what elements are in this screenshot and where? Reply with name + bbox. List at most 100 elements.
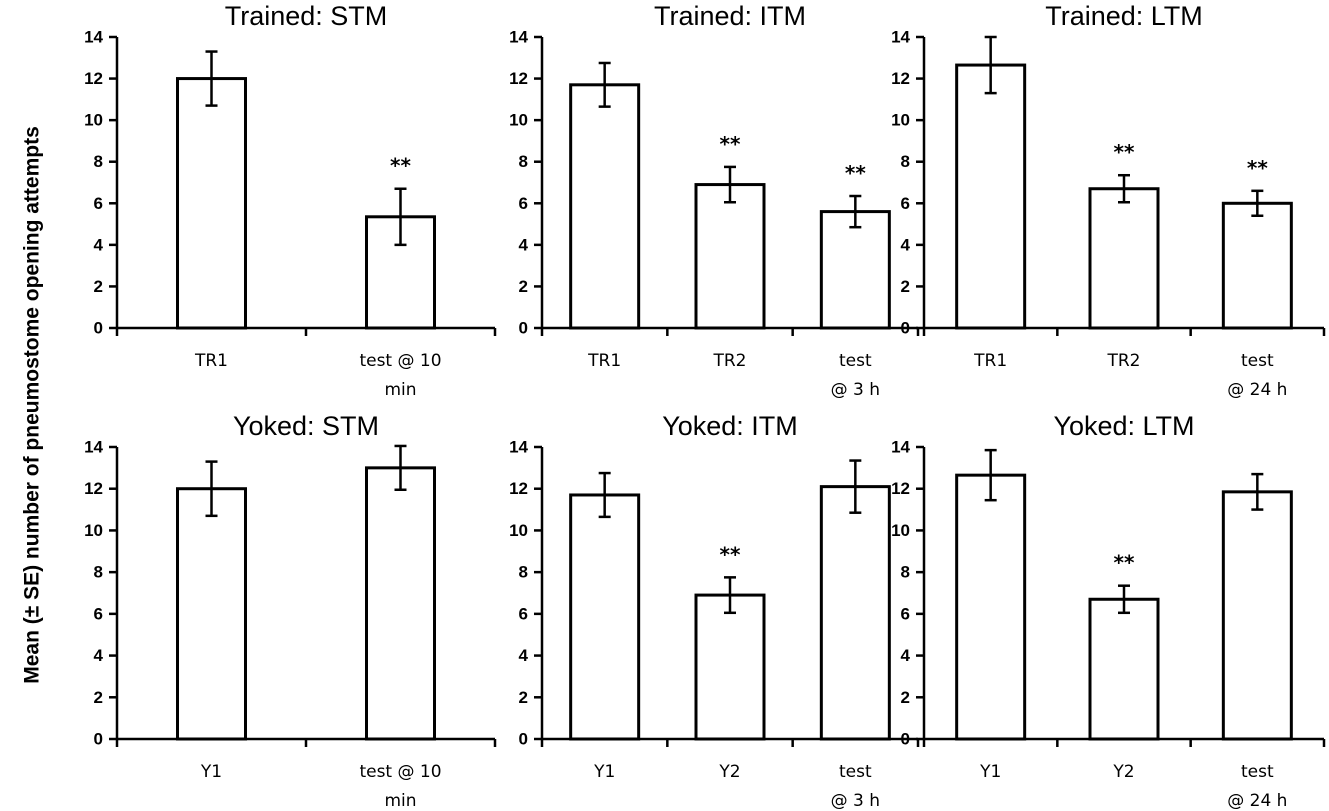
significance-marker: **: [845, 161, 866, 185]
x-category-label: @ 24 h: [1227, 791, 1287, 811]
y-tick-label: 4: [94, 235, 104, 254]
x-category-label: test @ 10: [359, 762, 441, 782]
bar: [819, 210, 891, 330]
x-category-label: Y1: [593, 762, 615, 782]
x-category-label: @ 3 h: [831, 791, 880, 811]
y-tick-label: 8: [519, 152, 528, 171]
y-tick-label: 2: [901, 277, 910, 296]
bar: [365, 466, 436, 741]
x-category-label: Y2: [1112, 762, 1134, 782]
y-tick-label: 8: [901, 152, 910, 171]
bar: [176, 487, 247, 741]
x-category-label: TR2: [1106, 351, 1140, 371]
chart-panel: Yoked: LTM 0 2 4 6 8 10 12 14 Y1 ** Y2 test @ 24 h: [891, 411, 1326, 811]
significance-marker: **: [1114, 551, 1135, 575]
bar: [1088, 187, 1160, 330]
bar: [819, 485, 891, 741]
y-tick-label: 2: [519, 688, 528, 707]
y-tick-label: 10: [891, 111, 910, 130]
y-tick-label: 12: [509, 69, 528, 88]
chart-panel: Trained: LTM 0 2 4 6 8 10 12 14 TR1 ** TR2 ** test @ 2…: [891, 1, 1326, 400]
y-tick-label: 2: [519, 277, 528, 296]
y-tick-label: 14: [509, 438, 528, 457]
x-category-label: min: [384, 791, 416, 811]
x-category-label: test: [1241, 762, 1274, 782]
y-tick-label: 6: [94, 194, 103, 213]
bar: [955, 63, 1027, 330]
y-tick-label: 14: [891, 28, 910, 47]
y-tick-label: 12: [891, 479, 910, 498]
bar: [694, 183, 766, 330]
chart-title: Yoked: LTM: [1053, 411, 1194, 441]
y-tick-label: 0: [901, 319, 910, 338]
x-category-label: test @ 10: [359, 351, 441, 371]
y-tick-label: 6: [901, 604, 910, 623]
y-tick-label: 8: [519, 563, 528, 582]
y-tick-label: 0: [519, 730, 528, 749]
y-tick-label: 6: [901, 194, 910, 213]
x-category-label: TR1: [587, 351, 621, 371]
y-tick-label: 10: [509, 521, 528, 540]
y-tick-label: 6: [519, 194, 528, 213]
chart-title: Trained: STM: [225, 1, 388, 31]
x-category-label: TR1: [194, 351, 228, 371]
y-tick-label: 0: [519, 319, 528, 338]
y-tick-label: 12: [84, 69, 103, 88]
y-tick-label: 14: [84, 438, 103, 457]
y-tick-label: 8: [94, 152, 103, 171]
x-category-label: Y2: [718, 762, 740, 782]
x-category-label: test: [839, 762, 872, 782]
y-tick-label: 0: [94, 730, 103, 749]
chart-title: Trained: LTM: [1045, 1, 1203, 31]
bar: [1221, 201, 1293, 330]
significance-marker: **: [720, 542, 741, 566]
x-category-label: @ 24 h: [1227, 380, 1287, 400]
y-tick-label: 4: [901, 235, 911, 254]
y-tick-label: 2: [901, 688, 910, 707]
x-category-label: Y1: [200, 762, 222, 782]
y-tick-label: 2: [94, 277, 103, 296]
y-tick-label: 14: [891, 438, 910, 457]
bar: [569, 83, 641, 330]
chart-title: Yoked: ITM: [662, 411, 798, 441]
y-tick-label: 0: [901, 730, 910, 749]
bar: [955, 473, 1027, 741]
y-tick-label: 10: [84, 111, 103, 130]
y-tick-label: 4: [519, 646, 529, 665]
chart-title: Trained: ITM: [654, 1, 806, 31]
bar: [365, 215, 436, 330]
y-tick-label: 8: [94, 563, 103, 582]
y-axis-label: Mean (± SE) number of pneumostome openin…: [21, 126, 44, 684]
bar: [1221, 490, 1293, 741]
x-category-label: test: [1241, 351, 1274, 371]
y-tick-label: 14: [84, 28, 103, 47]
chart-panels: Trained: STM 0 2 4 6 8 10 12 14 TR1 ** test @ 10 min…: [84, 1, 1326, 811]
y-tick-label: 10: [84, 521, 103, 540]
y-tick-label: 12: [509, 479, 528, 498]
y-tick-label: 8: [901, 563, 910, 582]
x-category-label: TR2: [712, 351, 746, 371]
bar: [176, 77, 247, 330]
significance-marker: **: [1114, 140, 1135, 164]
significance-marker: **: [390, 154, 411, 178]
y-tick-label: 14: [509, 28, 528, 47]
y-tick-label: 10: [509, 111, 528, 130]
bar: [569, 493, 641, 741]
y-tick-label: 6: [519, 604, 528, 623]
y-tick-label: 4: [901, 646, 911, 665]
y-tick-label: 0: [94, 319, 103, 338]
chart-title: Yoked: STM: [233, 411, 379, 441]
significance-marker: **: [1247, 156, 1268, 180]
x-category-label: TR1: [973, 351, 1007, 371]
y-tick-label: 4: [519, 235, 529, 254]
y-tick-label: 6: [94, 604, 103, 623]
y-tick-label: 12: [84, 479, 103, 498]
x-category-label: min: [384, 380, 416, 400]
y-tick-label: 4: [94, 646, 104, 665]
chart-panel: Yoked: STM 0 2 4 6 8 10 12 14 Y1 test @ 10 min: [84, 411, 497, 811]
bar: [1088, 597, 1160, 741]
x-category-label: @ 3 h: [831, 380, 880, 400]
chart-panel: Trained: STM 0 2 4 6 8 10 12 14 TR1 ** test @ 10 min: [84, 1, 497, 400]
y-tick-label: 10: [891, 521, 910, 540]
